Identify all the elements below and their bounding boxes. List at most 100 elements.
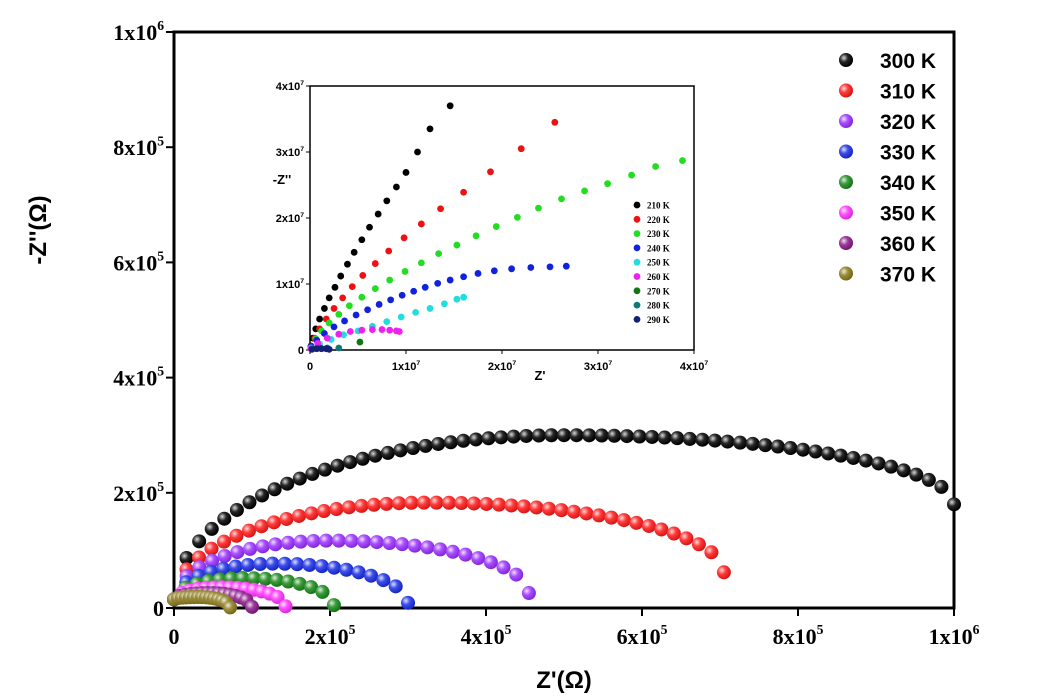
inset-data-point bbox=[474, 270, 482, 277]
inset-data-point bbox=[546, 263, 554, 271]
inset-data-point bbox=[359, 272, 367, 279]
inset-data-point bbox=[323, 334, 331, 342]
main-data-point bbox=[468, 432, 483, 447]
main-data-point bbox=[229, 502, 244, 517]
main-data-point bbox=[429, 495, 444, 510]
inset-data-point bbox=[352, 311, 360, 319]
main-data-point bbox=[645, 429, 660, 444]
main-data-point bbox=[416, 495, 431, 510]
main-data-point bbox=[315, 584, 330, 599]
inset-data-point bbox=[344, 260, 351, 268]
main-data-point bbox=[230, 545, 245, 560]
main-data-point bbox=[521, 586, 536, 601]
main-data-point bbox=[657, 430, 672, 445]
inset-data-point bbox=[558, 195, 565, 203]
main-data-point bbox=[401, 595, 415, 610]
main-data-point bbox=[554, 503, 569, 518]
main-data-point bbox=[529, 500, 544, 515]
inset-data-point bbox=[335, 310, 343, 318]
inset-data-point bbox=[679, 157, 686, 164]
inset-data-point bbox=[330, 305, 338, 312]
inset-data-point bbox=[527, 264, 535, 271]
main-data-point bbox=[720, 434, 735, 449]
main-data-point bbox=[604, 510, 619, 525]
main-data-point bbox=[808, 444, 823, 459]
inset-data-point bbox=[508, 265, 515, 273]
inset-data-point bbox=[358, 326, 366, 334]
main-data-point bbox=[566, 504, 581, 519]
inset-data-point bbox=[437, 205, 444, 213]
main-data-point bbox=[293, 534, 308, 549]
inset-y-tick-label: 2x107 bbox=[276, 212, 304, 225]
main-data-point bbox=[280, 476, 295, 491]
main-data-point bbox=[330, 458, 345, 473]
main-data-point bbox=[666, 526, 681, 541]
inset-legend-label: 270 K bbox=[647, 286, 670, 296]
main-data-point bbox=[329, 502, 344, 517]
inset-y-tick-label: 1x107 bbox=[276, 278, 304, 291]
main-data-point bbox=[758, 438, 773, 453]
main-data-point bbox=[369, 535, 384, 550]
main-data-point bbox=[629, 515, 644, 530]
inset-data-point bbox=[356, 338, 364, 346]
main-data-point bbox=[355, 451, 370, 466]
inset-data-point bbox=[400, 234, 408, 242]
inset-series-260k bbox=[307, 326, 403, 353]
main-data-point bbox=[466, 496, 481, 511]
main-legend-label: 350 K bbox=[880, 203, 936, 226]
inset-series-290k bbox=[308, 345, 333, 353]
main-data-point bbox=[833, 448, 848, 463]
main-x-tick-label: 6x105 bbox=[617, 622, 668, 649]
inset-data-point bbox=[395, 328, 403, 335]
main-data-point bbox=[243, 541, 258, 556]
inset-data-point bbox=[371, 285, 379, 293]
main-data-point bbox=[770, 439, 785, 454]
main-x-tick-label: 8x105 bbox=[773, 622, 824, 649]
main-legend-marker-sheen bbox=[839, 83, 853, 98]
main-data-point bbox=[443, 435, 458, 450]
inset-data-point bbox=[628, 171, 635, 179]
inset-legend-marker bbox=[633, 316, 641, 323]
main-legend-marker-sheen bbox=[839, 114, 853, 128]
main-data-point bbox=[204, 521, 219, 536]
main-data-point bbox=[319, 533, 334, 548]
inset-legend-marker bbox=[633, 258, 641, 266]
main-data-point bbox=[531, 428, 546, 443]
inset-legend-marker bbox=[633, 301, 641, 309]
main-data-point bbox=[305, 466, 320, 481]
inset-data-point bbox=[383, 318, 391, 326]
main-data-point bbox=[314, 559, 329, 574]
main-data-point bbox=[569, 428, 584, 443]
inset-data-point bbox=[375, 301, 383, 308]
inset-data-point bbox=[341, 317, 348, 325]
main-data-point bbox=[506, 429, 521, 444]
inset-legend-label: 230 K bbox=[647, 229, 670, 239]
inset-data-point bbox=[364, 306, 371, 314]
inset-legend-marker bbox=[633, 273, 641, 280]
main-data-point bbox=[607, 428, 622, 443]
inset-data-point bbox=[397, 313, 405, 321]
inset-data-point bbox=[378, 326, 386, 333]
inset-data-point bbox=[435, 250, 443, 258]
inset-series-220k bbox=[307, 118, 559, 351]
main-y-tick-label: 2x105 bbox=[113, 479, 164, 506]
inset-data-point bbox=[460, 293, 467, 301]
inset-legend-marker bbox=[633, 230, 641, 238]
main-data-point bbox=[679, 531, 694, 546]
inset-data-point bbox=[412, 308, 419, 316]
inset-data-point bbox=[421, 283, 429, 291]
inset-legend-label: 260 K bbox=[647, 272, 670, 282]
main-data-point bbox=[292, 471, 307, 486]
main-data-point bbox=[594, 428, 609, 443]
main-data-point bbox=[364, 568, 379, 583]
main-data-point bbox=[509, 567, 524, 582]
main-data-point bbox=[456, 433, 471, 448]
main-data-point bbox=[304, 506, 319, 521]
main-data-point bbox=[541, 501, 556, 516]
inset-data-point bbox=[358, 293, 366, 301]
inset-data-point bbox=[350, 248, 358, 256]
main-data-point bbox=[909, 467, 924, 482]
main-data-point bbox=[306, 533, 321, 548]
main-data-point bbox=[278, 599, 293, 614]
